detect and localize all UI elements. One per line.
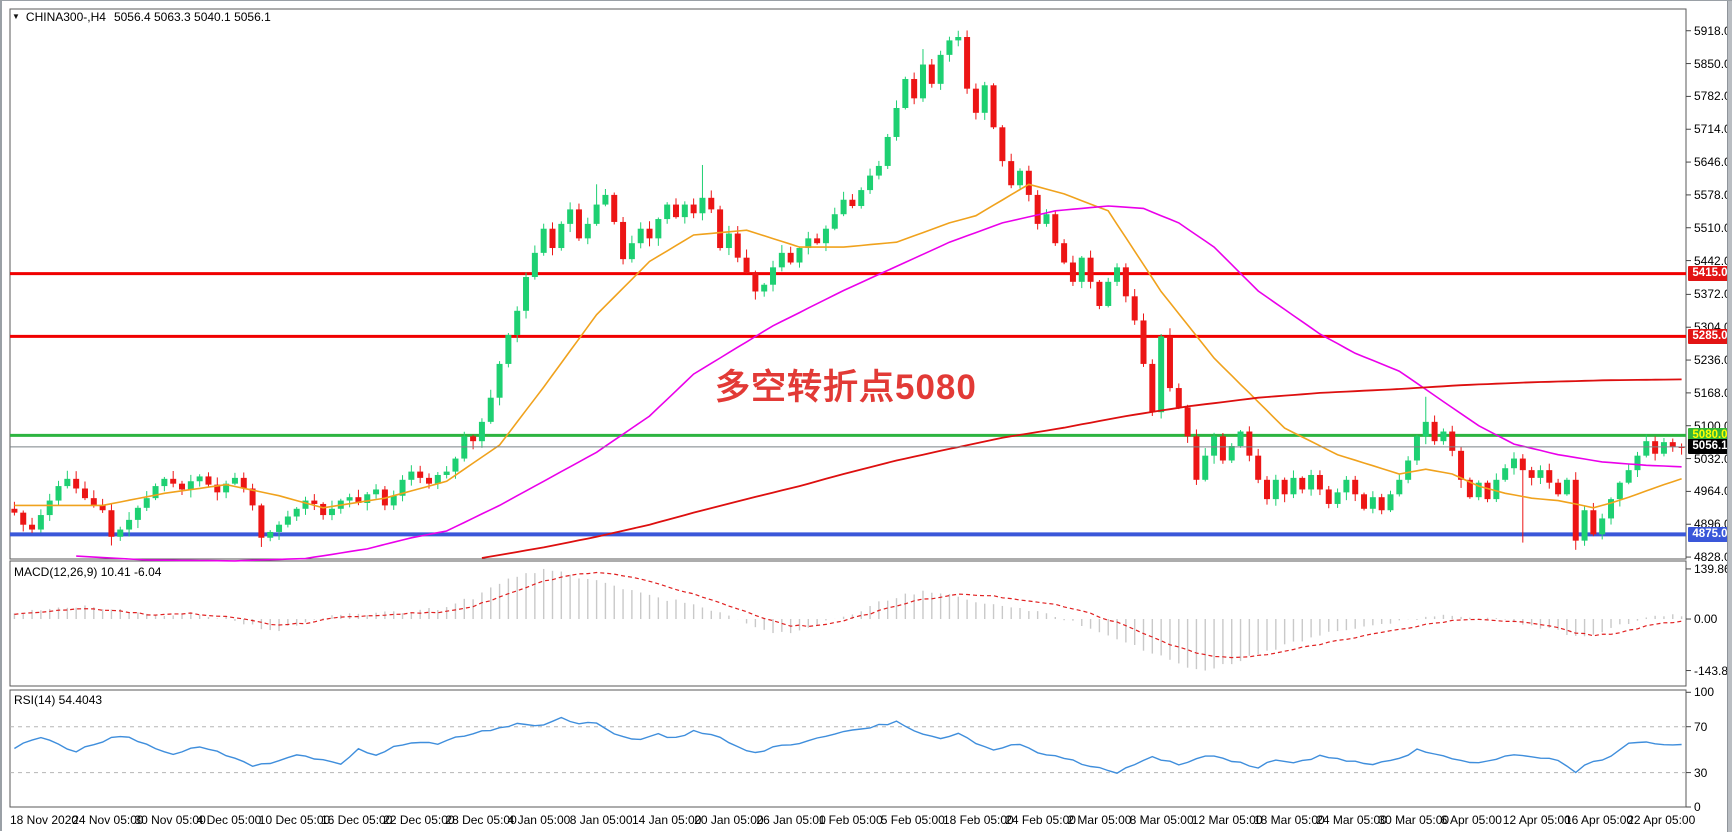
moving-averages-layer bbox=[14, 183, 1682, 562]
date-label-24-Nov-05-00: 24 Nov 05:00 bbox=[72, 813, 144, 827]
macd-histogram bbox=[13, 568, 1683, 671]
date-label-30-Mar-05-00: 30 Mar 05:00 bbox=[1378, 813, 1450, 827]
date-label-16-Apr-05-00: 16 Apr 05:00 bbox=[1565, 813, 1634, 827]
date-label-4-Jan-05-00: 4 Jan 05:00 bbox=[507, 813, 571, 827]
date-label-18-Nov-2020: 18 Nov 2020 bbox=[10, 813, 79, 827]
rsi-indicator-label: RSI(14) 54.4043 bbox=[14, 693, 103, 707]
price-tick-5442.0: 5442.0 bbox=[1694, 253, 1731, 268]
price-tick-5372.0: 5372.0 bbox=[1694, 287, 1731, 302]
macd-signal-line bbox=[14, 571, 1682, 659]
price-tick-5782.0: 5782.0 bbox=[1694, 89, 1731, 104]
macd-tick--143.82: -143.82 bbox=[1694, 663, 1732, 678]
price-badge-5285.0: 5285.0 bbox=[1688, 328, 1732, 344]
rsi-tick-100: 100 bbox=[1694, 685, 1715, 700]
date-label-22-Dec-05-00: 22 Dec 05:00 bbox=[383, 813, 455, 827]
ma-mid-magenta bbox=[76, 205, 1682, 562]
date-label-18-Mar-05-00: 18 Mar 05:00 bbox=[1254, 813, 1325, 827]
price-badge-4875.0: 4875.0 bbox=[1688, 526, 1732, 542]
horizontal-level-lines[interactable] bbox=[10, 272, 1686, 537]
rsi-tick-30: 30 bbox=[1694, 765, 1708, 780]
date-label-5-Feb-05-00: 5 Feb 05:00 bbox=[880, 813, 945, 827]
date-label-16-Dec-05-00: 16 Dec 05:00 bbox=[321, 813, 393, 827]
symbol-name: CHINA300-,H4 bbox=[25, 10, 106, 24]
price-tick-5714.0: 5714.0 bbox=[1694, 122, 1731, 137]
date-label-28-Dec-05-00: 28 Dec 05:00 bbox=[445, 813, 517, 827]
date-label-22-Apr-05-00: 22 Apr 05:00 bbox=[1627, 813, 1696, 827]
price-tick-5032.0: 5032.0 bbox=[1694, 451, 1731, 466]
rsi-tick-70: 70 bbox=[1694, 719, 1708, 734]
price-tick-5578.0: 5578.0 bbox=[1694, 187, 1731, 202]
date-label-24-Mar-05-00: 24 Mar 05:00 bbox=[1316, 813, 1387, 827]
price-tick-5918.0: 5918.0 bbox=[1694, 23, 1731, 38]
date-label-12-Apr-05-00: 12 Apr 05:00 bbox=[1502, 813, 1571, 827]
date-label-6-Apr-05-00: 6 Apr 05:00 bbox=[1440, 813, 1502, 827]
macd-indicator-label: MACD(12,26,9) 10.41 -6.04 bbox=[14, 565, 162, 579]
ma-fast-orange bbox=[14, 183, 1682, 509]
ohlc-readout: 5056.4 5063.3 5040.1 5056.1 bbox=[113, 10, 271, 24]
price-tick-4828.0: 4828.0 bbox=[1694, 550, 1731, 565]
candles-layer bbox=[11, 30, 1685, 550]
date-label-8-Jan-05-00: 8 Jan 05:00 bbox=[569, 813, 633, 827]
price-tick-5510.0: 5510.0 bbox=[1694, 220, 1731, 235]
symbol-dropdown-icon[interactable]: ▼ bbox=[12, 12, 20, 21]
panel-borders bbox=[9, 8, 1687, 808]
price-tick-5236.0: 5236.0 bbox=[1694, 353, 1731, 368]
symbol-header: ▼ CHINA300-,H4 5056.4 5063.3 5040.1 5056.1 bbox=[12, 10, 271, 24]
price-tick-5646.0: 5646.0 bbox=[1694, 155, 1731, 170]
date-label-26-Jan-05-00: 26 Jan 05:00 bbox=[756, 813, 826, 827]
date-label-8-Mar-05-00: 8 Mar 05:00 bbox=[1129, 813, 1194, 827]
current-price-badge: 5056.1 bbox=[1688, 439, 1732, 455]
date-label-10-Dec-05-00: 10 Dec 05:00 bbox=[258, 813, 331, 827]
ma-slow-red bbox=[481, 378, 1682, 559]
date-label-4-Dec-05-00: 4 Dec 05:00 bbox=[196, 813, 262, 827]
date-label-14-Jan-05-00: 14 Jan 05:00 bbox=[632, 813, 702, 827]
price-tick-5850.0: 5850.0 bbox=[1694, 56, 1731, 71]
rsi-line bbox=[14, 716, 1682, 774]
macd-tick-0.00: 0.00 bbox=[1694, 612, 1718, 627]
axis-tick-marks bbox=[1686, 30, 1691, 808]
macd-tick-139.86: 139.86 bbox=[1694, 561, 1731, 576]
chart-annotation-text[interactable]: 多空转折点5080 bbox=[715, 368, 977, 407]
price-tick-4964.0: 4964.0 bbox=[1694, 484, 1731, 499]
date-label-30-Nov-05-00: 30 Nov 05:00 bbox=[134, 813, 206, 827]
date-label-12-Mar-05-00: 12 Mar 05:00 bbox=[1191, 813, 1263, 827]
date-label-20-Jan-05-00: 20 Jan 05:00 bbox=[694, 813, 764, 827]
date-label-24-Feb-05-00: 24 Feb 05:00 bbox=[1005, 813, 1076, 827]
price-tick-5168.0: 5168.0 bbox=[1694, 385, 1731, 400]
window-right-edge bbox=[1727, 1, 1732, 832]
date-label-2-Mar-05-00: 2 Mar 05:00 bbox=[1067, 813, 1132, 827]
price-badge-5080.0: 5080.0 bbox=[1688, 427, 1732, 443]
date-label-18-Feb-05-00: 18 Feb 05:00 bbox=[943, 813, 1014, 827]
date-label-1-Feb-05-00: 1 Feb 05:00 bbox=[818, 813, 883, 827]
rsi-tick-0: 0 bbox=[1694, 800, 1701, 814]
rsi-level-lines bbox=[10, 726, 1686, 774]
price-badge-5415.0: 5415.0 bbox=[1688, 266, 1732, 282]
